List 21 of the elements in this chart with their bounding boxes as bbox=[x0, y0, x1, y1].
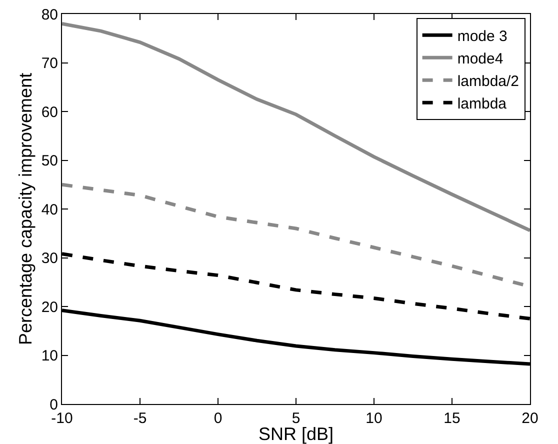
x-tick-label: 10 bbox=[366, 410, 382, 427]
y-tick-label: 20 bbox=[41, 298, 58, 316]
x-tick-label: 0 bbox=[214, 410, 222, 427]
y-tick-label: 80 bbox=[41, 6, 58, 24]
legend-label: lambda/2 bbox=[457, 73, 520, 90]
x-tick-label: -5 bbox=[133, 410, 147, 427]
y-axis-title: Percentage capacity improvement bbox=[16, 72, 36, 346]
line-series bbox=[62, 22, 530, 232]
x-tick-label: 20 bbox=[522, 410, 538, 427]
y-tick-label: 10 bbox=[41, 348, 58, 364]
y-tick-label: 70 bbox=[41, 55, 58, 72]
x-tick-label: 15 bbox=[444, 410, 460, 427]
y-tick-label: 50 bbox=[41, 152, 58, 170]
legend-label: lambda bbox=[457, 96, 508, 112]
y-tick-label: 60 bbox=[41, 104, 58, 121]
x-tick-label: 5 bbox=[292, 410, 300, 427]
y-tick-label: 40 bbox=[41, 201, 58, 218]
legend-label: mode 3 bbox=[457, 28, 508, 45]
y-tick-label: 30 bbox=[41, 250, 58, 267]
x-axis-title: SNR [dB] bbox=[258, 424, 334, 444]
legend-label: mode4 bbox=[457, 50, 504, 68]
